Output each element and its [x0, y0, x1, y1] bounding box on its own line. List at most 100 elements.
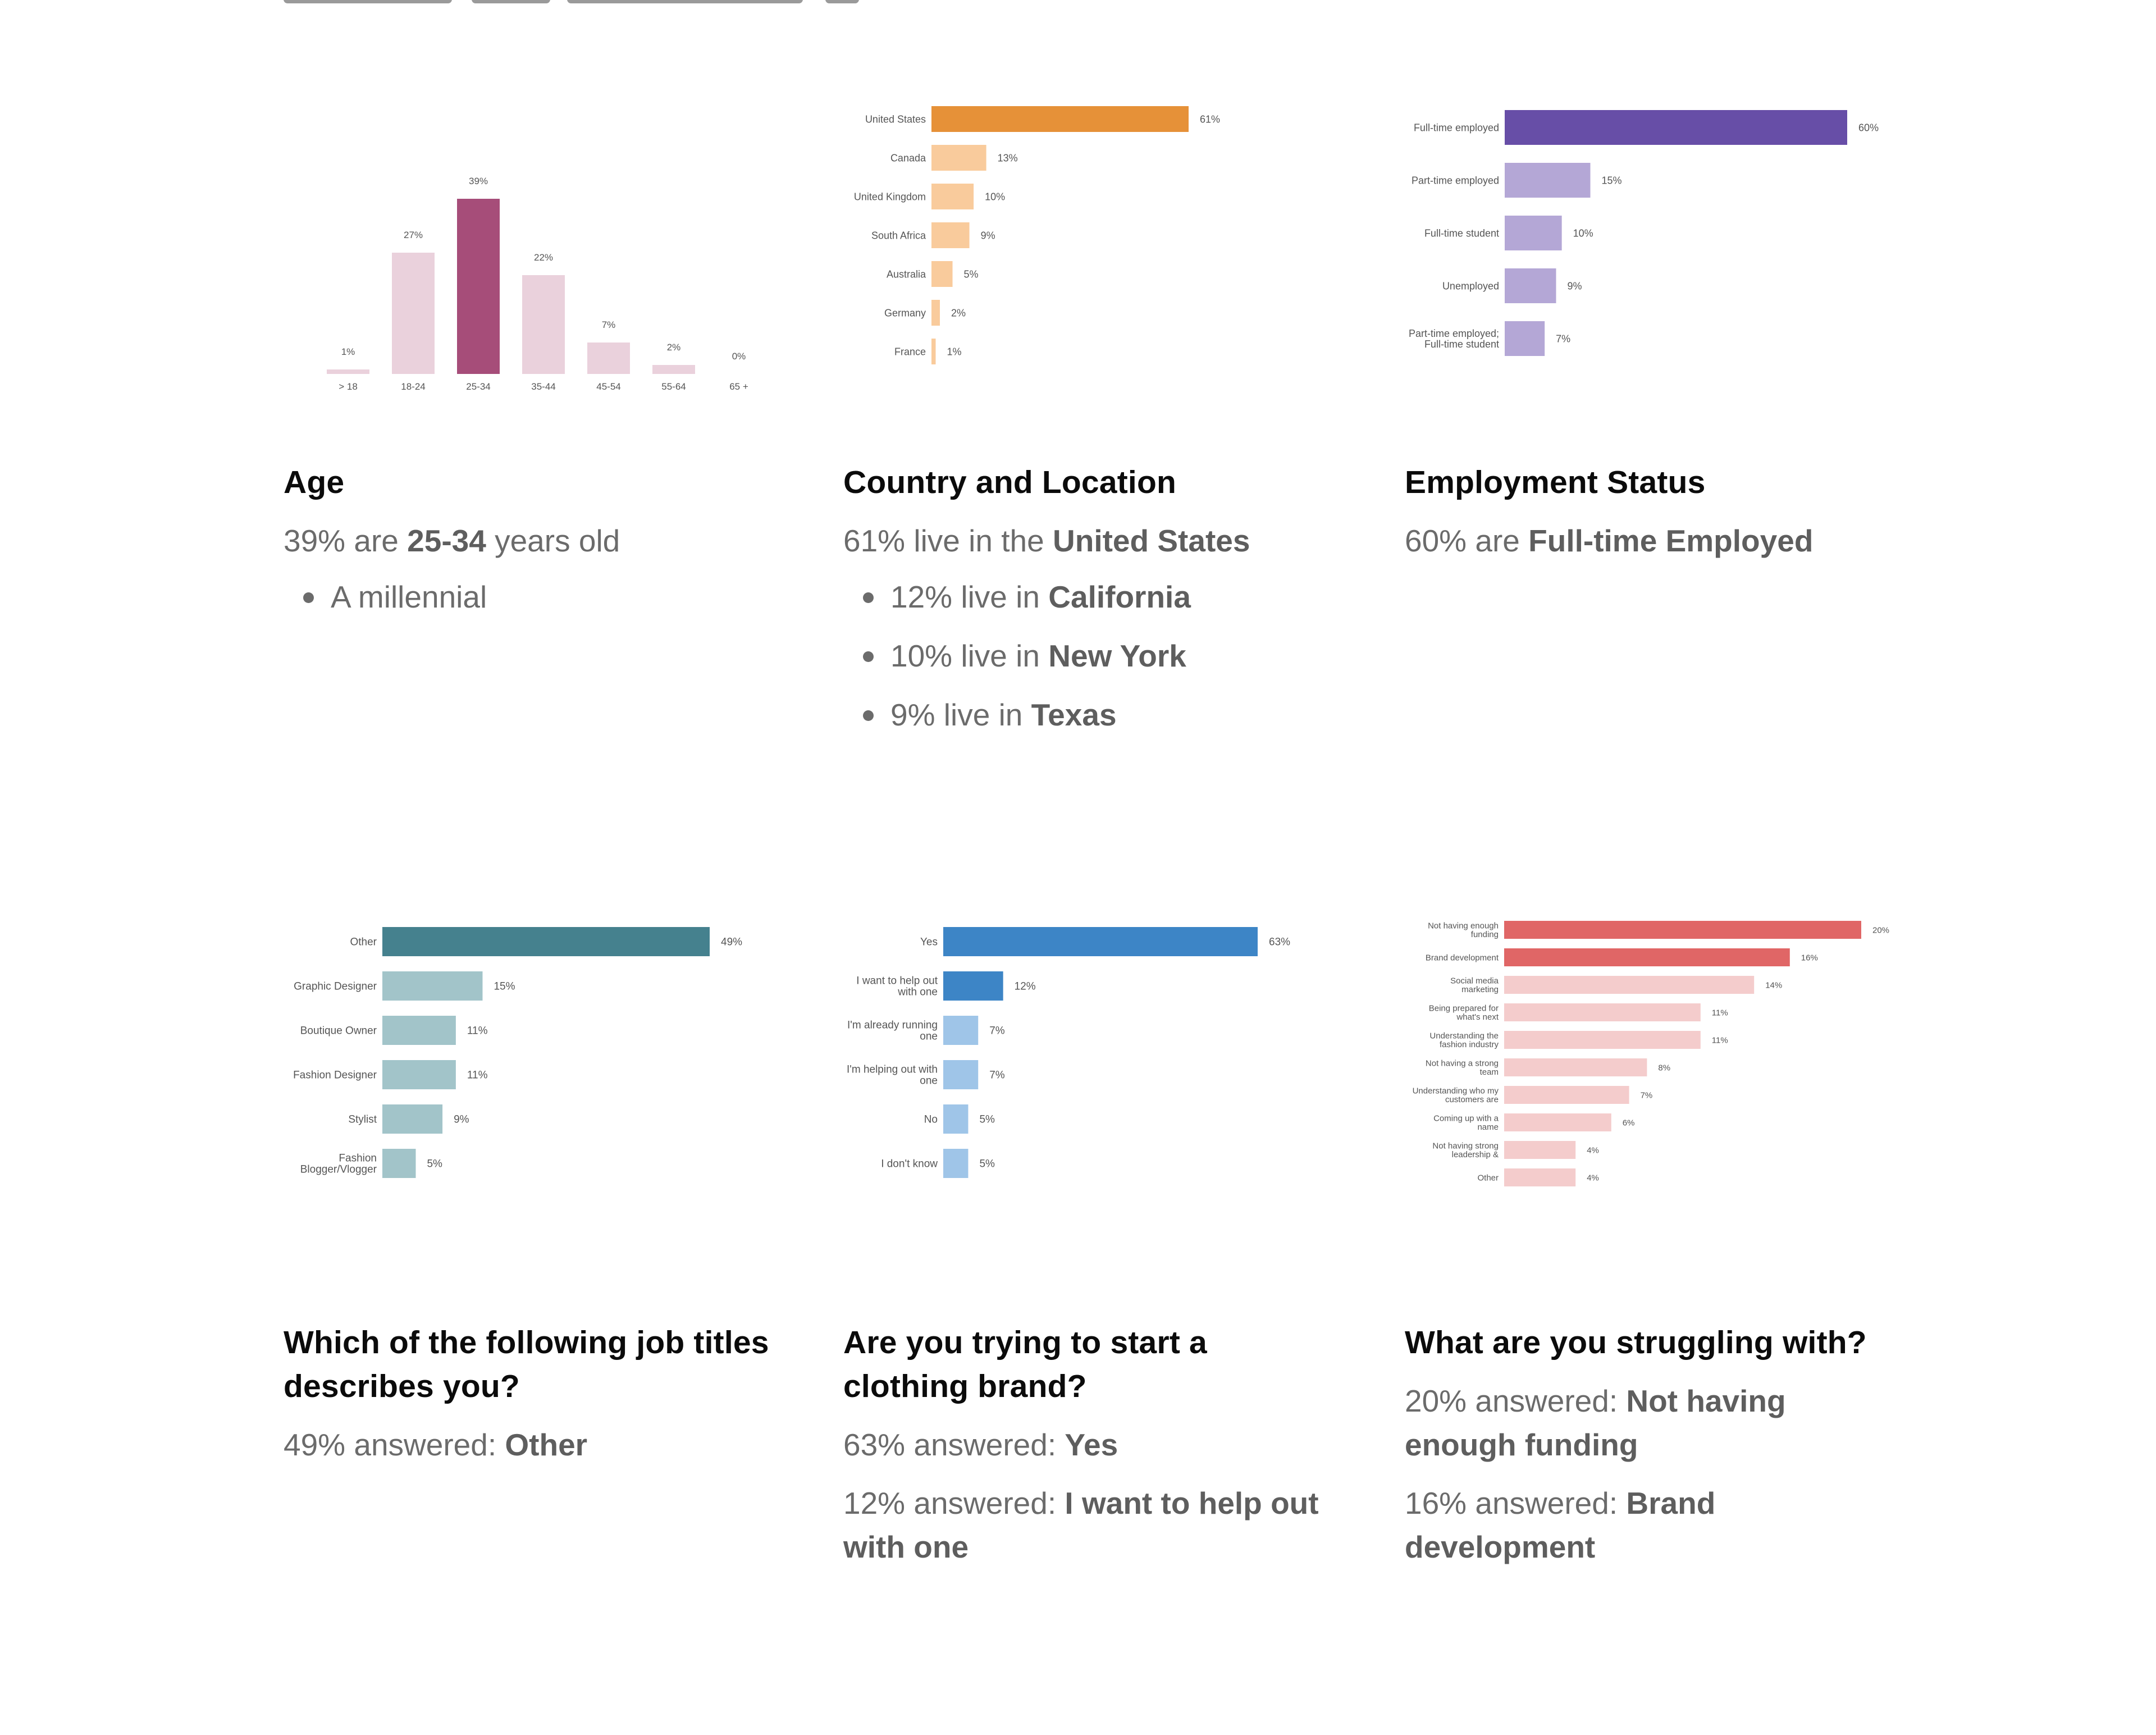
country-bar: [931, 106, 1189, 132]
struggle-category-label: Not having enough funding: [1428, 921, 1499, 939]
job-category-label: Fashion Blogger/Vlogger: [300, 1153, 377, 1176]
country-value-label: 1%: [947, 346, 962, 357]
job-chart: Other 49% Graphic Designer 15% Boutique Owne…: [293, 927, 742, 1178]
country-bar: [931, 145, 986, 171]
age-tick-label: 18-24: [401, 381, 425, 392]
struggle-answer: 20% answered: Not having enough funding: [1405, 1384, 1786, 1462]
struggle-category-label: Brand development: [1426, 953, 1499, 962]
job-bar: [382, 1016, 456, 1045]
employment-bar: [1505, 216, 1562, 250]
brand-value-label: 7%: [989, 1025, 1005, 1037]
country-category-label: United Kingdom: [854, 191, 926, 202]
struggle-bar: [1504, 976, 1755, 994]
country-bar: [931, 222, 970, 248]
employment-category-label: Full-time student: [1424, 227, 1499, 239]
job-answer: 49% answered: Other: [284, 1427, 588, 1462]
struggle-category-label: Understanding the fashion industry: [1429, 1031, 1499, 1049]
brand-chart: Yes 63% I want to help out with one 12% I'm a…: [847, 927, 1290, 1178]
struggle-bar: [1504, 1003, 1701, 1021]
struggle-chart: Not having enough funding 20% Brand develop…: [1413, 921, 1889, 1186]
struggle-value-label: 7%: [1641, 1090, 1653, 1100]
age-tick-label: 25-34: [466, 381, 490, 392]
country-bar: [931, 261, 953, 287]
age-value-label: 39%: [469, 176, 488, 186]
struggle-answer: 16% answered: Brand development: [1405, 1486, 1716, 1564]
struggle-card: What are you struggling with? 20% answer…: [1405, 1321, 1899, 1569]
job-bar: [382, 1149, 416, 1178]
employment-category-label: Part-time employed: [1412, 175, 1499, 186]
struggle-value-label: 6%: [1623, 1118, 1635, 1127]
brand-value-label: 12%: [1015, 981, 1036, 993]
age-value-label: 27%: [404, 230, 423, 240]
job-bar: [382, 1104, 443, 1134]
list-item: A millennial: [284, 575, 778, 619]
job-value-label: 11%: [467, 1070, 488, 1081]
brand-category-label: I'm helping out with one: [847, 1064, 938, 1087]
brand-bar: [943, 927, 1258, 956]
country-category-label: France: [894, 346, 926, 357]
age-card: Age 39% are 25-34 years old A millennial: [284, 460, 778, 634]
age-tick-label: 35-44: [531, 381, 555, 392]
brand-answer: 63% answered: Yes: [843, 1427, 1118, 1462]
age-value-label: 7%: [602, 319, 616, 330]
job-value-label: 49%: [721, 937, 742, 948]
country-bullets: 12% live in California 10% live in New Y…: [843, 575, 1337, 737]
employment-bar: [1505, 110, 1847, 145]
job-card: Which of the following job titles descri…: [284, 1321, 778, 1467]
struggle-value-label: 8%: [1658, 1063, 1670, 1072]
age-chart: 1% > 18 27% 18-24 39% 25-34 22% 35-44 7% 45-54 2% 5…: [327, 176, 748, 392]
country-value-label: 61%: [1200, 113, 1220, 125]
employment-category-label: Part-time employed; Full-time student: [1409, 328, 1499, 350]
age-value-label: 2%: [667, 342, 681, 353]
job-value-label: 15%: [494, 981, 515, 993]
employment-bar: [1505, 268, 1556, 303]
struggle-bar: [1504, 1031, 1701, 1049]
job-bar: [382, 927, 710, 956]
list-item: 10% live in New York: [843, 634, 1337, 678]
country-value-label: 10%: [985, 191, 1005, 202]
brand-title: Are you trying to start a clothing brand…: [843, 1325, 1207, 1404]
struggle-category-label: Other: [1477, 1173, 1499, 1182]
age-bar: [522, 275, 565, 374]
age-value-label: 22%: [534, 252, 553, 263]
country-category-label: United States: [865, 113, 926, 125]
brand-value-label: 5%: [979, 1158, 995, 1170]
brand-card: Are you trying to start a clothing brand…: [843, 1321, 1337, 1569]
country-card: Country and Location 61% live in the Uni…: [843, 460, 1337, 752]
employment-chart: Full-time employed 60% Part-time employed 1…: [1409, 110, 1879, 356]
country-chart: United States 61% Canada 13% United Kingdom 1…: [854, 106, 1220, 364]
job-category-label: Fashion Designer: [293, 1070, 377, 1081]
age-bar: [652, 365, 695, 374]
brand-bar: [943, 1104, 969, 1134]
struggle-bar: [1504, 1058, 1647, 1076]
struggle-value-label: 14%: [1765, 980, 1782, 990]
country-bar: [931, 184, 974, 209]
struggle-value-label: 4%: [1587, 1145, 1599, 1155]
age-title: Age: [284, 464, 345, 500]
list-item: 12% live in California: [843, 575, 1337, 619]
employment-value-label: 60%: [1858, 122, 1879, 133]
struggle-category-label: Understanding who my customers are: [1413, 1086, 1499, 1104]
struggle-bar: [1504, 948, 1790, 966]
country-value-label: 5%: [964, 268, 979, 280]
list-item: 9% live in Texas: [843, 693, 1337, 737]
cropped-previous-text: [0, 0, 2156, 9]
brand-answer: 12% answered: I want to help out with on…: [843, 1486, 1319, 1564]
struggle-category-label: Coming up with a name: [1433, 1113, 1499, 1132]
age-tick-label: 55-64: [661, 381, 686, 392]
age-bar: [587, 343, 630, 374]
struggle-title: What are you struggling with?: [1405, 1325, 1867, 1360]
brand-category-label: Yes: [920, 937, 938, 948]
job-value-label: 11%: [467, 1025, 488, 1037]
brand-bar: [943, 1149, 969, 1178]
age-bar: [392, 253, 435, 374]
age-bar: [327, 369, 369, 374]
age-lead: 39% are 25-34 years old: [284, 523, 620, 558]
brand-value-label: 5%: [979, 1114, 995, 1126]
country-value-label: 9%: [981, 230, 995, 241]
struggle-value-label: 11%: [1712, 1035, 1728, 1045]
employment-bar: [1505, 321, 1545, 356]
country-bar: [931, 339, 936, 364]
country-category-label: South Africa: [871, 230, 926, 241]
brand-category-label: I want to help out with one: [856, 975, 938, 998]
